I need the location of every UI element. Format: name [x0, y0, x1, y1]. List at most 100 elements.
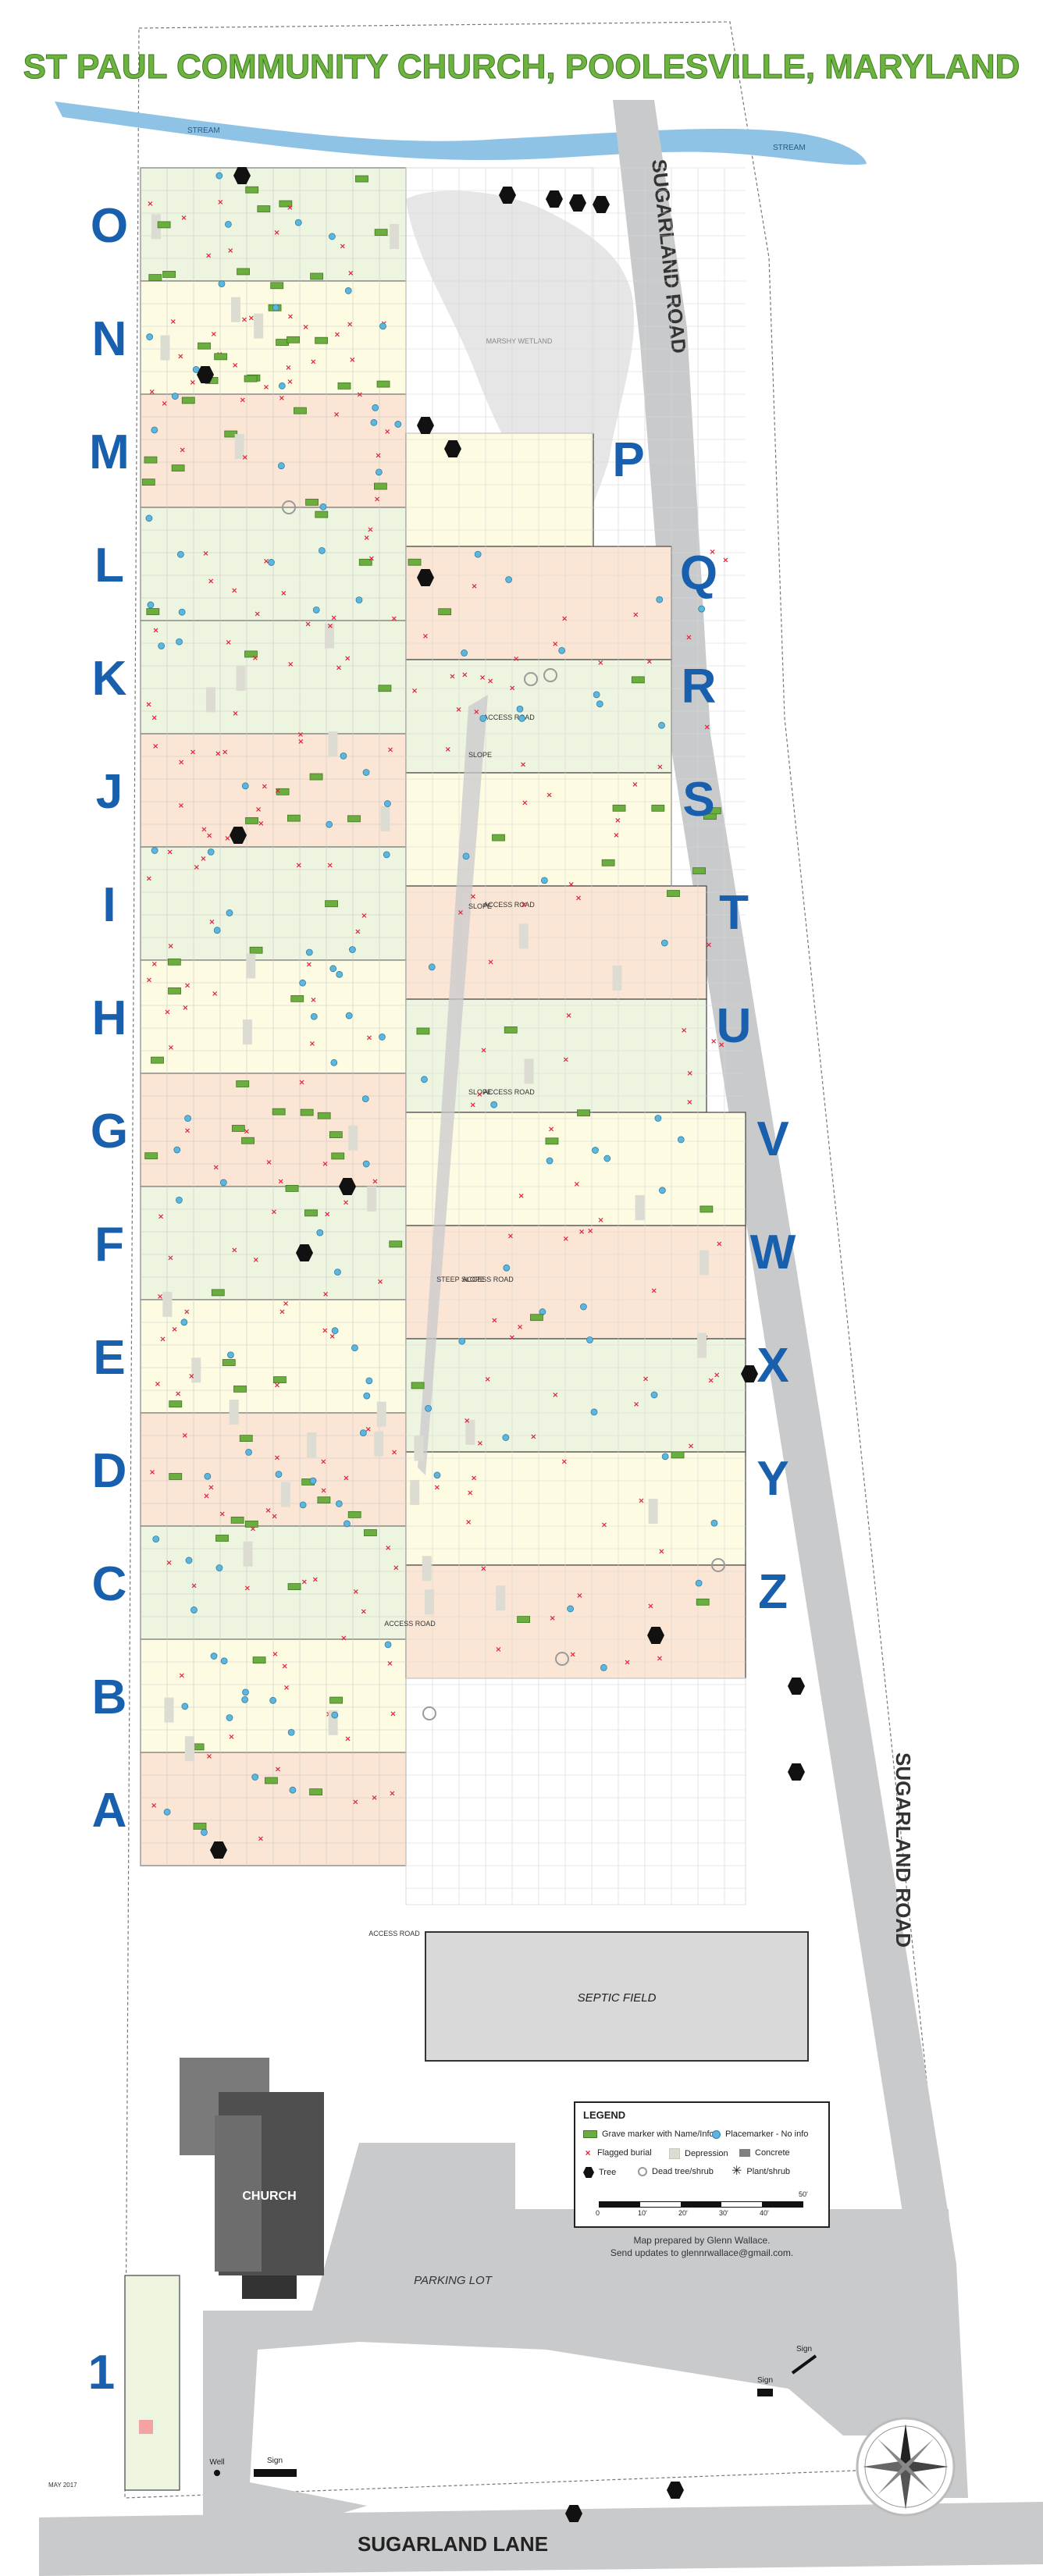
placemarker-icon [204, 1472, 212, 1480]
flagged-burial-icon: × [487, 959, 493, 967]
slope-label-1: SLOPE [468, 751, 492, 759]
grave-marker-icon [331, 1152, 345, 1160]
grave-marker-icon [231, 1125, 245, 1132]
section-letter-g: G [91, 1105, 128, 1158]
right-column-sections [405, 167, 746, 1905]
placemarker-icon [695, 1579, 703, 1587]
placemarker-icon [384, 800, 391, 807]
flagged-burial-icon: × [155, 1380, 161, 1389]
section-letter-k: K [92, 652, 127, 706]
flagged-burial-icon: × [576, 1592, 582, 1600]
trees [197, 167, 805, 2522]
placemarker-icon [462, 852, 470, 860]
section-letter-e: E [93, 1331, 125, 1385]
section-letter-t: T [719, 886, 749, 940]
flagged-burial-icon: × [706, 941, 712, 949]
flagged-burial-icon: × [324, 1210, 330, 1219]
flag-icon: × [585, 2147, 591, 2158]
section-letter-h: H [92, 991, 127, 1045]
section-letter-n: N [92, 312, 127, 366]
slope-label-3: SLOPE [468, 1088, 492, 1096]
tree-icon [444, 440, 461, 457]
placemarker-icon [210, 1653, 218, 1660]
grave-marker-icon [272, 1108, 286, 1115]
section-letter-f: F [94, 1218, 124, 1272]
flagged-burial-icon: × [312, 1575, 319, 1584]
flagged-burial-icon: × [552, 1391, 558, 1400]
grave-marker-icon [244, 1521, 258, 1528]
flagged-burial-icon: × [320, 1457, 326, 1466]
flagged-burial-icon: × [211, 330, 217, 339]
depression-icon [699, 1250, 710, 1276]
left-section-letters: O N M L K J I H G F E D C B A [89, 199, 130, 1838]
flagged-burial-icon: × [179, 1672, 185, 1681]
flagged-burial-icon: × [212, 1164, 219, 1172]
flagged-burial-icon: × [329, 1332, 335, 1341]
section-letter-y: Y [756, 1452, 788, 1506]
grave-marker-icon [699, 1205, 714, 1213]
placemarker-icon [176, 1197, 183, 1204]
tree-icon [788, 1678, 805, 1695]
flagged-burial-icon: × [685, 633, 692, 642]
section-letter-c: C [92, 1557, 127, 1611]
flagged-burial-icon: × [287, 204, 293, 212]
flagged-burial-icon: × [476, 1091, 482, 1099]
placemarker-icon [474, 550, 482, 558]
burial-markers: × × × × × × × × × × × × × × × × × × × × × × × × × × × × × × × × × × × × × × × ×… [141, 172, 729, 1843]
flagged-burial-icon: × [190, 749, 196, 757]
grave-marker-icon [300, 1108, 314, 1116]
placemarker-icon [712, 2129, 721, 2139]
flagged-burial-icon: × [336, 664, 342, 672]
placemarker-icon [287, 1728, 295, 1736]
septic-label: SEPTIC FIELD [578, 1991, 657, 2005]
flagged-burial-icon: × [219, 1510, 225, 1519]
flagged-burial-icon: × [159, 1336, 166, 1344]
flagged-burial-icon: × [145, 701, 151, 710]
flagged-burial-icon: × [686, 1098, 692, 1107]
flagged-burial-icon: × [614, 817, 621, 825]
septic-field [425, 1931, 809, 2062]
placemarker-icon [340, 752, 347, 760]
flagged-burial-icon: × [487, 678, 493, 686]
grave-marker-icon [376, 380, 390, 388]
flagged-burial-icon: × [638, 1497, 644, 1506]
flagged-burial-icon: × [391, 614, 397, 623]
placemarker-icon [379, 322, 386, 330]
parking-lot [203, 2143, 956, 2517]
grave-marker-icon [215, 1535, 229, 1542]
flagged-burial-icon: × [146, 976, 152, 984]
grave-marker-icon [257, 205, 271, 212]
flagged-burial-icon: × [152, 627, 158, 635]
placemarker-icon [344, 287, 352, 294]
flagged-burial-icon: × [353, 1588, 359, 1596]
placemarker-icon [316, 1229, 324, 1236]
depression-icon [348, 1125, 358, 1151]
credit-line-2: Send updates to glennrwallace@gmail.com. [610, 2247, 794, 2258]
grave-marker-icon [667, 890, 680, 897]
placemarker-icon [151, 847, 158, 854]
placemarker-icon [226, 909, 233, 916]
depression-icon [184, 1736, 194, 1762]
flagged-burial-icon: × [200, 855, 206, 863]
placemarker-icon [192, 366, 200, 373]
flagged-burial-icon: × [202, 550, 208, 558]
flagged-burial-icon: × [149, 1468, 155, 1477]
grave-marker-icon [492, 834, 505, 841]
depression-icon [307, 1432, 317, 1457]
flagged-burial-icon: × [480, 1565, 486, 1574]
flagged-burial-icon: × [390, 1710, 396, 1718]
dead-tree-icon [282, 500, 296, 514]
placemarker-icon [540, 877, 548, 884]
placemarker-icon [319, 503, 327, 511]
grave-marker-icon [181, 397, 195, 404]
placemarker-icon [355, 596, 363, 604]
placemarker-icon [428, 963, 436, 971]
dead-tree-icon [543, 668, 557, 682]
flagged-burial-icon: × [365, 1425, 371, 1434]
placemarker-icon [349, 946, 356, 953]
flagged-burial-icon: × [386, 1660, 393, 1668]
flagged-burial-icon: × [322, 1327, 328, 1336]
placemarker-icon [370, 418, 378, 426]
placemarker-icon [180, 1318, 188, 1326]
